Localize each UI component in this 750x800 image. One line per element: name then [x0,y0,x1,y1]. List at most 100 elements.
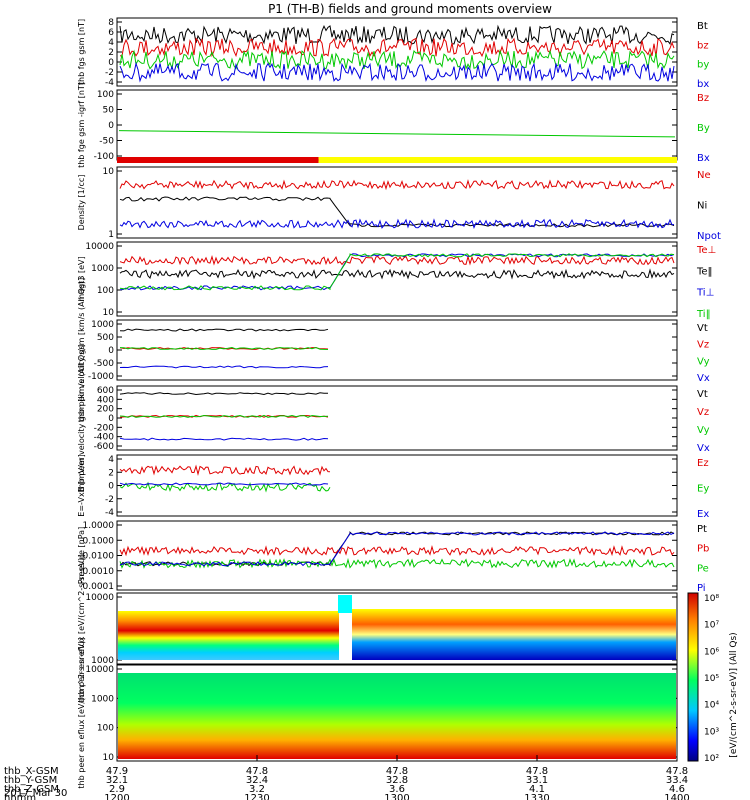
heatmap-before [118,611,339,660]
colorbar-tick: 10⁴ [704,701,719,711]
legend-Ez: Ez [697,458,709,469]
legend-bz: bz [697,40,709,51]
panel-1 [116,17,678,87]
footer-value: 47.8 [246,766,268,777]
ytick-label: -2 [105,68,114,78]
panel-ylabel: thb peir velocity gsm [km/s (All Qs)] [77,278,86,423]
panel-ylabel: thb fge gsm -igrf [nT] [77,82,86,168]
panel-frame [116,241,678,317]
legend-Ey: Ey [697,484,709,495]
series-by [119,49,675,71]
ytick-label: 600 [97,386,114,396]
footer-value: 47.8 [386,766,408,777]
ytick-label: -100 [94,152,115,162]
legend-Vt: Vt [697,323,708,334]
ytick-label: 0 [108,346,114,356]
series-bx [119,61,675,83]
footer-value: 33.4 [666,775,688,786]
legend-By: By [697,123,710,134]
panel-frame [116,592,678,665]
date-label: 2017 Mar 30 [4,788,67,799]
legend-Ti⊥: Ti⊥ [696,288,714,299]
panel-4 [116,241,678,317]
figure-title: P1 (TH-B) fields and ground moments over… [268,2,552,16]
colorbar-label: [eV/(cm^2-s-sr-eV)] (All Qs) [729,632,739,757]
legend-Pi: Pi [697,583,706,594]
panel-ylabel: thb peir en eflux [eV/(cm^2-s-sr-eV)] [77,554,86,702]
ytick-label: 0 [108,414,114,424]
ytick-label: 1000 [91,656,114,666]
series-Vy [119,346,329,350]
ytick-label: 8 [108,18,114,28]
ytick-label: 500 [97,333,114,343]
ytick-label: 1000 [91,320,114,330]
ytick-label: 2 [108,468,114,478]
colorbar-tick: 10⁷ [704,621,719,631]
footer-value: 1330 [524,793,549,800]
ytick-label: 10 [103,753,115,763]
panel-frame [116,166,678,239]
panel-ylabel: magt3 [eV] [77,256,86,301]
ytick-label: 100 [97,724,114,734]
ytick-label: 1 [108,230,114,240]
ytick-label: -600 [94,442,115,452]
legend-Ne: Ne [697,170,711,181]
panel-frame [116,454,678,517]
footer-value: 33.1 [526,775,548,786]
ytick-label: 400 [97,395,114,405]
ytick-label: 100 [97,286,114,296]
colorbar-tick: 10² [704,754,719,764]
panel-10 [116,664,678,762]
series-Vx [119,437,329,441]
series-Ni [119,196,675,228]
ytick-label: 0.0010 [83,567,115,577]
series-Te⊥ [119,254,675,266]
heatmap-gap [338,595,352,613]
panel-ylabel: thb peer velocity gsm [km/s (All Qs)] [77,344,86,491]
ytick-label: 0 [108,121,114,131]
ytick-label: -500 [94,359,115,369]
ytick-label: 100 [97,90,114,100]
panel-8 [116,520,678,591]
colorbar-tick: 10⁶ [704,647,719,657]
panel-ylabel: Pressure [nPa] [77,527,86,584]
series-Bt [119,24,675,45]
panel-ylabel: thb fgs gsm [nT] [77,19,86,85]
panel-ylabel: thb peer en eflux [eV/(cm^2-s-sr-eV)] [77,637,86,788]
legend-Vy: Vy [697,356,710,367]
legend-Ni: Ni [697,201,707,212]
legend-Vy: Vy [697,425,710,436]
ytick-label: 0 [108,58,114,68]
ytick-label: 2 [108,48,114,58]
ytick-label: 10 [103,167,115,177]
legend-Pb: Pb [697,544,709,555]
footer-value: 1200 [104,793,129,800]
footer-value: 47.9 [106,766,128,777]
legend-Vx: Vx [697,373,710,384]
series-Pi [119,531,675,567]
footer-value: 32.8 [386,775,408,786]
legend-Vt: Vt [697,389,708,400]
series-Vx [119,365,329,369]
legend-Te‖: Te‖ [696,266,713,277]
ytick-label: 0 [108,482,114,492]
series-Pe [119,557,675,570]
series-Vy [119,414,329,418]
footer-value: 1230 [244,793,269,800]
ytick-label: 0.0100 [83,552,115,562]
ytick-label: 10000 [85,665,114,675]
series-Pt [119,531,675,567]
ytick-label: 50 [103,106,115,116]
footer-value: 32.1 [106,775,128,786]
ytick-label: -4 [105,508,114,518]
status-bar-yellow [318,157,677,163]
footer-row-label: hhmm [4,793,36,800]
legend-Vz: Vz [697,340,709,351]
ytick-label: -400 [94,433,115,443]
series-Ne [119,179,675,191]
panel-frame [116,89,678,161]
footer-value: 47.8 [666,766,688,777]
legend-Bx: Bx [697,153,710,164]
legend-Vx: Vx [697,443,710,454]
